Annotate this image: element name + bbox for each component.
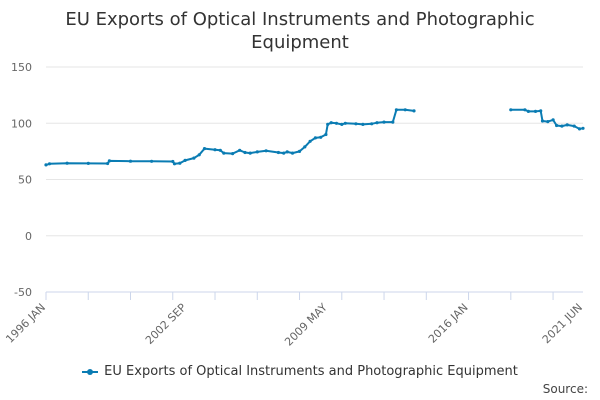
data-point[interactable] <box>572 124 576 128</box>
data-point[interactable] <box>308 139 312 143</box>
source-label: Source: <box>542 382 588 396</box>
y-tick-label: 0 <box>25 230 32 243</box>
data-point[interactable] <box>343 121 347 125</box>
y-tick-label: 150 <box>11 61 32 74</box>
data-point[interactable] <box>319 135 323 139</box>
data-point[interactable] <box>178 161 182 165</box>
data-point[interactable] <box>65 161 69 165</box>
data-point[interactable] <box>197 153 201 157</box>
data-point[interactable] <box>218 148 222 152</box>
data-point[interactable] <box>202 147 207 151</box>
series-layer <box>44 108 585 167</box>
data-point[interactable] <box>394 108 398 112</box>
data-point[interactable] <box>192 156 196 160</box>
data-point[interactable] <box>243 150 247 155</box>
data-point[interactable] <box>340 122 344 126</box>
data-point[interactable] <box>324 132 328 137</box>
x-tick-label: 2021 JUN <box>540 301 585 346</box>
data-point[interactable] <box>375 121 379 125</box>
data-point[interactable] <box>47 162 52 166</box>
data-point[interactable] <box>403 108 407 112</box>
chart-title-line-2: Equipment <box>251 32 349 53</box>
data-point[interactable] <box>44 163 48 167</box>
data-point[interactable] <box>551 118 555 122</box>
data-point[interactable] <box>382 120 386 124</box>
chart-title-line-1: EU Exports of Optical Instruments and Ph… <box>65 9 535 30</box>
data-point[interactable] <box>581 126 585 130</box>
data-point[interactable] <box>276 150 280 155</box>
data-point[interactable] <box>213 148 217 152</box>
y-tick-label: 100 <box>11 117 32 130</box>
data-point[interactable] <box>560 124 564 128</box>
series-line[interactable] <box>510 108 584 130</box>
data-point[interactable] <box>546 120 550 124</box>
data-point[interactable] <box>334 121 339 125</box>
data-point[interactable] <box>361 122 365 126</box>
data-point[interactable] <box>222 151 226 155</box>
data-point[interactable] <box>264 149 268 153</box>
data-point[interactable] <box>248 151 252 155</box>
legend-item[interactable]: EU Exports of Optical Instruments and Ph… <box>82 364 518 379</box>
chart-title: EU Exports of Optical Instruments and Ph… <box>0 8 600 54</box>
legend-label: EU Exports of Optical Instruments and Ph… <box>104 364 518 379</box>
data-point[interactable] <box>565 123 569 127</box>
data-point[interactable] <box>303 145 307 149</box>
data-point[interactable] <box>577 127 582 131</box>
data-point[interactable] <box>172 162 177 166</box>
data-point[interactable] <box>150 159 154 163</box>
data-point[interactable] <box>540 119 545 123</box>
data-point[interactable] <box>231 152 235 156</box>
data-point[interactable] <box>183 158 187 162</box>
y-tick-label: -50 <box>14 286 32 299</box>
data-point[interactable] <box>370 122 374 126</box>
y-axis-labels: -50 0 50 100 150 <box>11 61 32 299</box>
data-point[interactable] <box>391 120 395 124</box>
data-point[interactable] <box>107 159 111 163</box>
data-point[interactable] <box>297 149 302 153</box>
data-point[interactable] <box>290 151 295 155</box>
data-point[interactable] <box>255 150 259 154</box>
data-point[interactable] <box>523 108 527 112</box>
series-line[interactable] <box>45 108 415 166</box>
data-point[interactable] <box>282 151 286 155</box>
data-point[interactable] <box>106 161 110 166</box>
data-point[interactable] <box>555 123 559 128</box>
data-point[interactable] <box>86 161 90 165</box>
data-point[interactable] <box>171 159 175 164</box>
y-tick-label: 50 <box>18 174 32 187</box>
legend[interactable]: EU Exports of Optical Instruments and Ph… <box>0 364 600 381</box>
data-point[interactable] <box>128 159 133 163</box>
x-tick-label: 2002 SEP <box>143 301 189 347</box>
data-point[interactable] <box>354 122 358 126</box>
x-tick-label: 2009 MAY <box>282 301 330 349</box>
x-tick-label: 1996 JAN <box>3 301 48 346</box>
data-point[interactable] <box>533 109 538 113</box>
data-point[interactable] <box>285 150 289 154</box>
x-axis-labels: 1996 JAN 2002 SEP 2009 MAY 2016 JAN 2021 JUN <box>3 301 585 349</box>
data-point[interactable] <box>539 109 543 113</box>
x-axis <box>45 291 583 300</box>
legend-line-marker-icon <box>82 367 99 377</box>
data-point[interactable] <box>509 108 513 112</box>
data-point[interactable] <box>326 122 330 126</box>
data-point[interactable] <box>526 109 531 113</box>
data-point[interactable] <box>238 148 242 152</box>
x-tick-label: 2016 JAN <box>426 301 471 346</box>
data-point[interactable] <box>412 109 416 113</box>
data-point[interactable] <box>313 136 317 140</box>
gridlines <box>46 66 583 293</box>
data-point[interactable] <box>329 121 333 125</box>
